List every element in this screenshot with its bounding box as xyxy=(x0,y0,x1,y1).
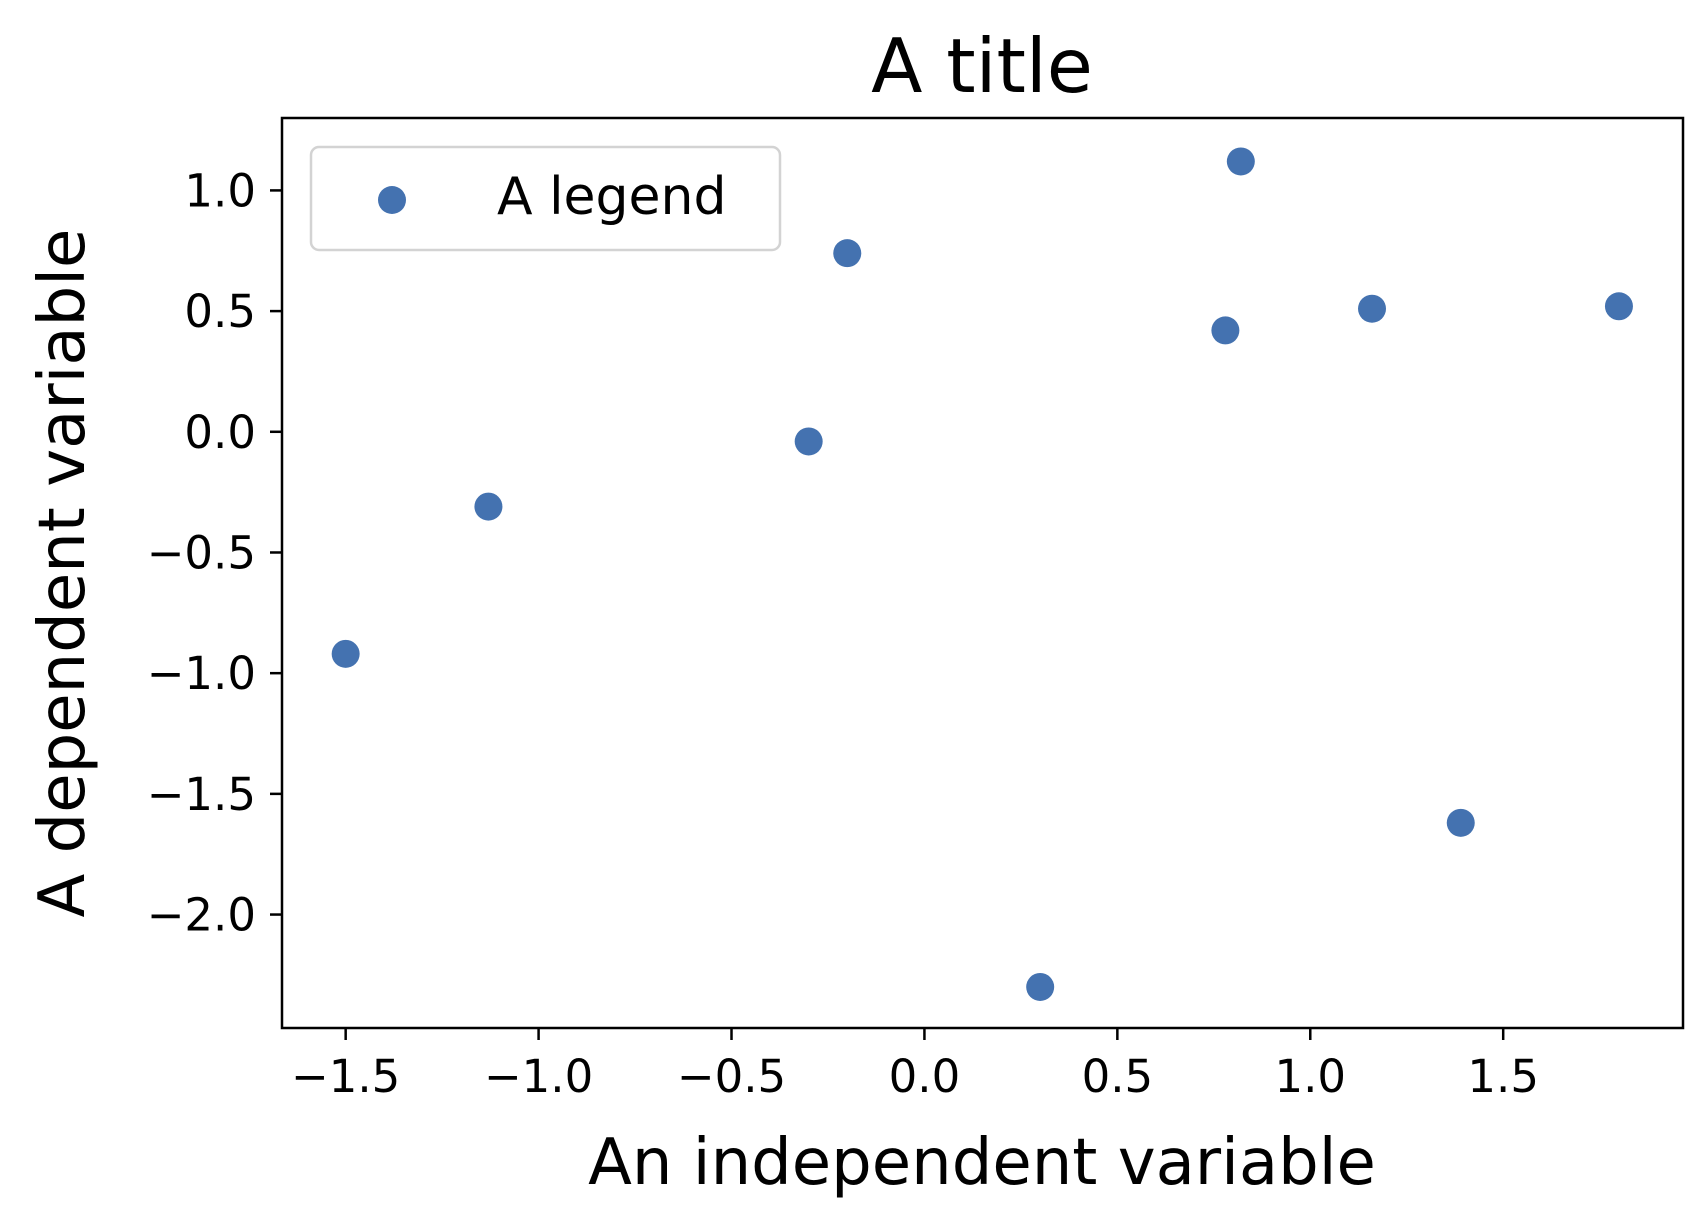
data-point xyxy=(1026,972,1055,1001)
legend-marker xyxy=(378,186,406,214)
data-points xyxy=(331,147,1633,1001)
x-axis-label: An independent variable xyxy=(588,1126,1376,1200)
legend: A legend xyxy=(309,145,782,252)
y-axis: −2.0 −1.5 −1.0 −0.5 0.0 0.5 1.0 xyxy=(147,164,282,942)
y-tick-label: −2.0 xyxy=(147,889,256,942)
y-tick-label: 0.5 xyxy=(184,285,256,338)
data-point xyxy=(1358,294,1387,323)
x-tick-label: −1.5 xyxy=(291,1050,400,1103)
plot-area xyxy=(280,116,1685,1030)
y-axis-label: A dependent variable xyxy=(26,229,100,918)
data-point xyxy=(1226,147,1255,176)
chart-title: A title xyxy=(871,22,1093,110)
data-point xyxy=(1604,292,1633,321)
y-tick-label: −1.5 xyxy=(147,768,256,821)
y-tick-label: 1.0 xyxy=(184,164,256,217)
x-tick-label: −0.5 xyxy=(677,1050,786,1103)
y-tick-label: −0.5 xyxy=(147,526,256,579)
y-tick-label: 0.0 xyxy=(184,406,256,459)
data-point xyxy=(1446,808,1475,837)
data-point xyxy=(331,639,360,668)
x-tick-label: −1.0 xyxy=(484,1050,593,1103)
x-tick-label: 1.0 xyxy=(1274,1050,1346,1103)
x-tick-label: 1.5 xyxy=(1467,1050,1539,1103)
legend-box xyxy=(309,145,782,252)
y-tick-label: −1.0 xyxy=(147,647,256,700)
plot-border xyxy=(280,116,1685,1030)
data-point xyxy=(1211,316,1240,345)
data-point xyxy=(474,492,503,521)
x-tick-label: 0.0 xyxy=(889,1050,961,1103)
data-point xyxy=(833,239,862,268)
legend-label: A legend xyxy=(497,167,727,227)
x-axis: −1.5 −1.0 −0.5 0.0 0.5 1.0 1.5 xyxy=(291,1028,1539,1103)
data-point xyxy=(794,427,823,456)
x-tick-label: 0.5 xyxy=(1082,1050,1154,1103)
